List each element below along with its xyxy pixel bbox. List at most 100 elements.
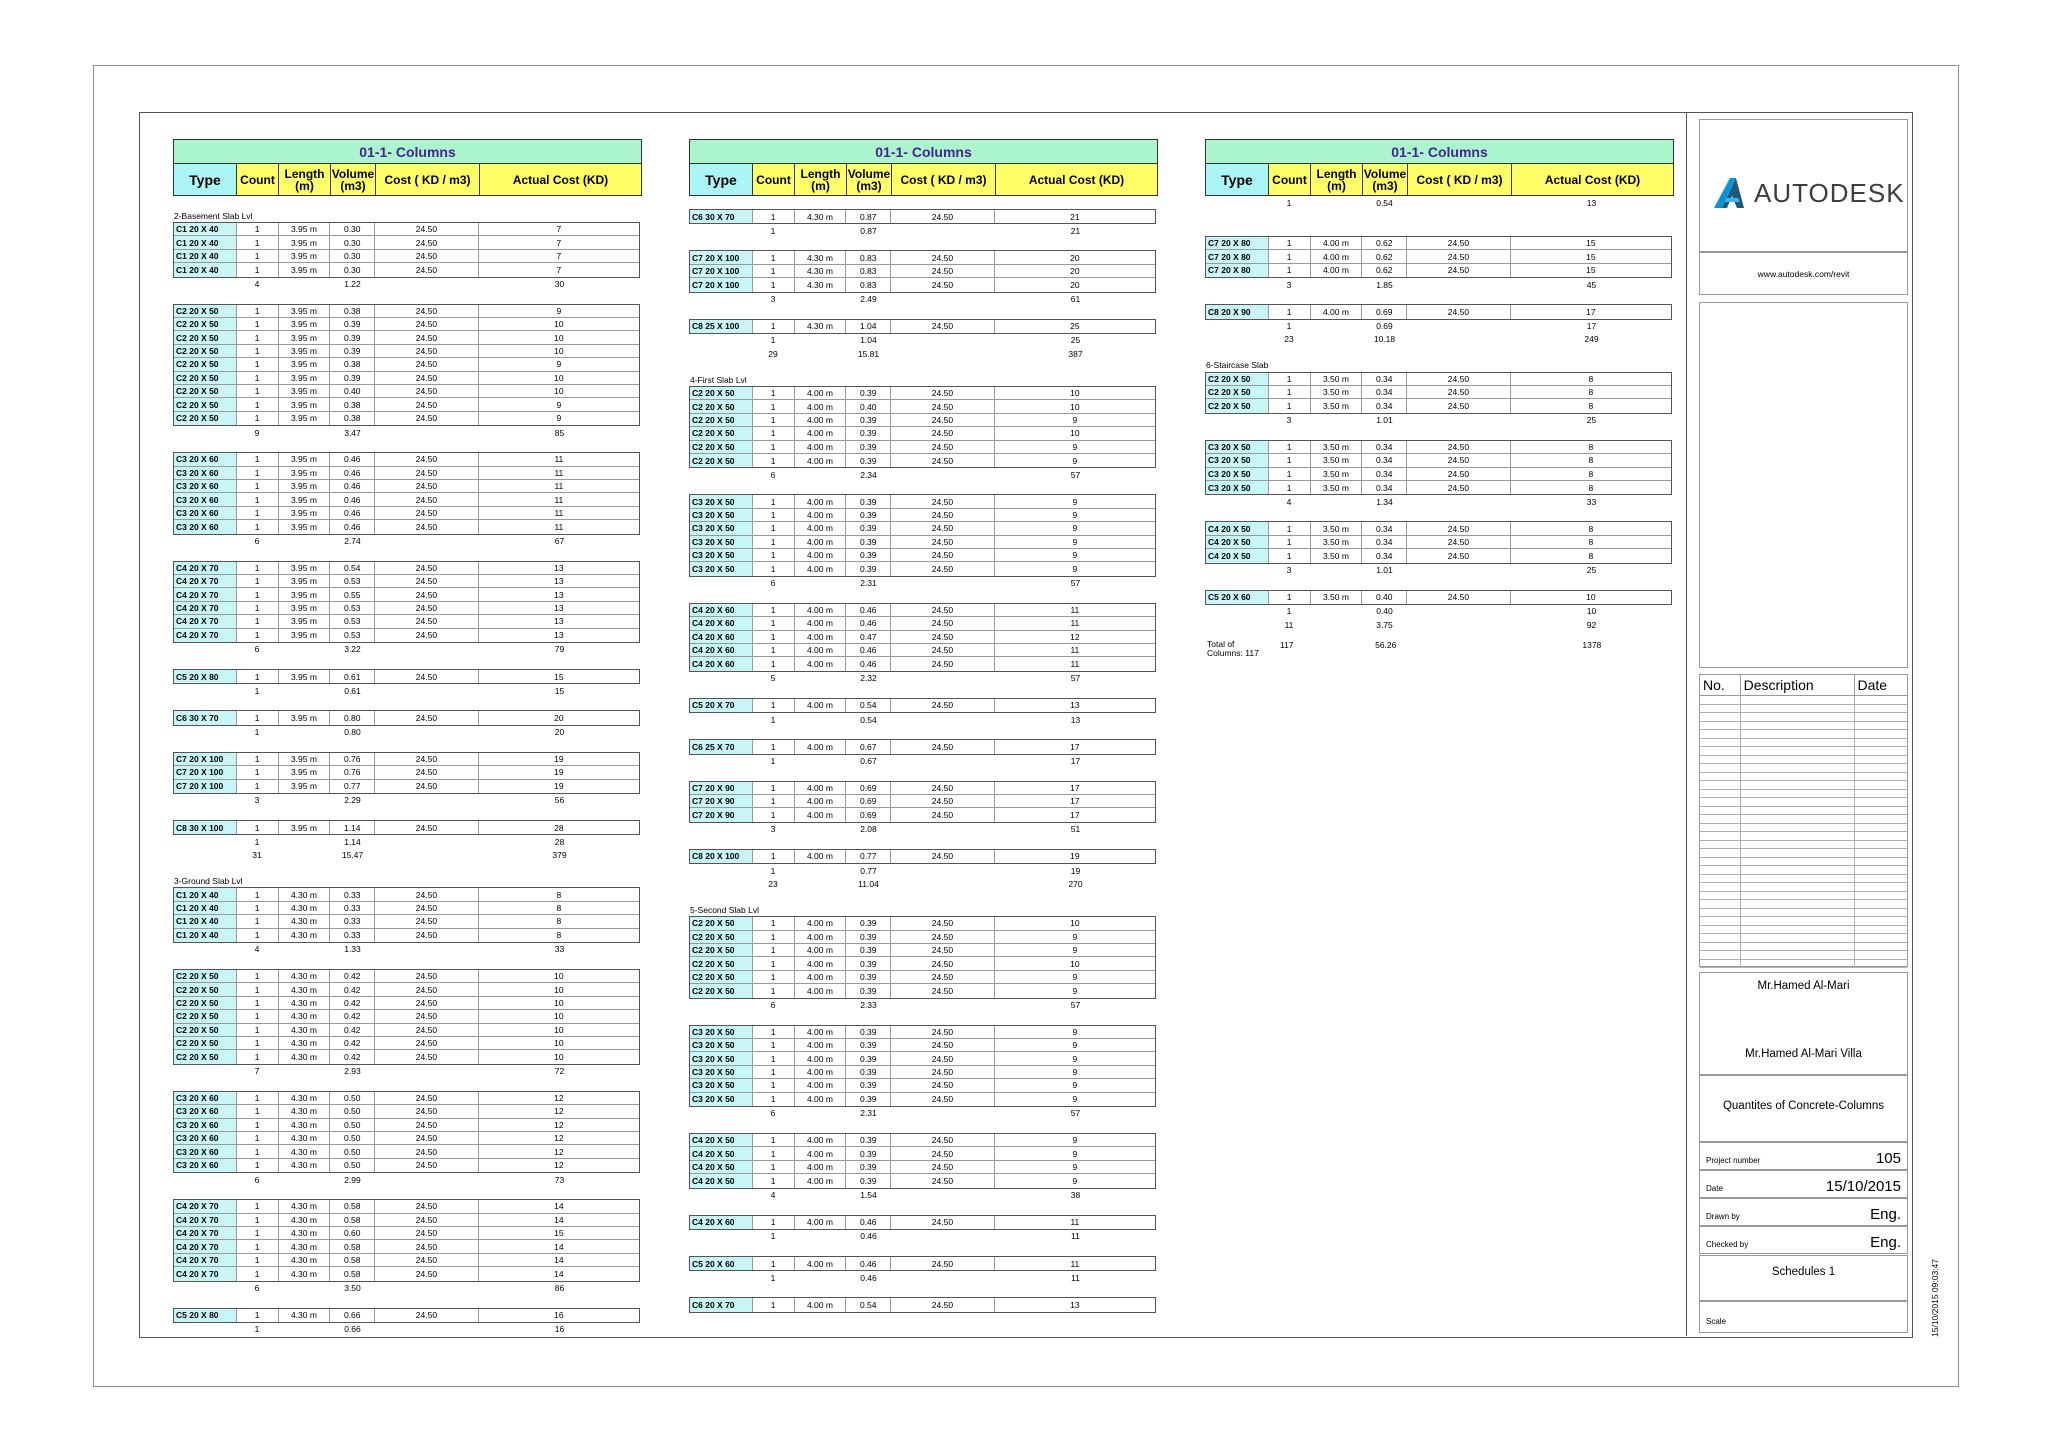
volume-cell: 0.83: [846, 278, 892, 292]
summary-volume: 2.08: [860, 824, 877, 835]
actual-cost-cell: 12: [554, 1092, 564, 1103]
group-rows: C7 20 X 100 1 3.95 m 0.76 24.50 19 C7 20 X 100…: [173, 751, 640, 794]
length-cell: 4.00 m: [795, 1215, 847, 1229]
summary-count: 7: [254, 1066, 260, 1077]
volume-cell: 0.38: [330, 358, 376, 371]
type-cell: C7 20 X 100: [174, 752, 237, 766]
actual-cost-cell: 9: [1072, 455, 1078, 466]
count-cell: 1: [237, 1240, 279, 1253]
volume-cell: 0.77: [846, 849, 892, 864]
checked-by-row: Checked by Eng.: [1699, 1226, 1908, 1254]
length-cell: 4.00 m: [795, 740, 847, 754]
owner-panel: Mr.Hamed Al-Mari Mr.Hamed Al-Mari Villa: [1699, 972, 1908, 1075]
date-row: Date 15/10/2015: [1699, 1170, 1908, 1198]
cost-cell: 24.50: [1407, 372, 1511, 385]
cost-cell: 24.50: [1407, 535, 1511, 549]
volume-cell: 0.33: [330, 888, 376, 901]
volume-cell: 0.34: [1362, 385, 1408, 399]
sheet-number: Schedules 1: [1771, 1266, 1836, 1278]
volume-cell: 0.46: [330, 453, 376, 466]
revision-table: No. Description Date: [1699, 674, 1908, 968]
rev-no-heading: No.: [1700, 675, 1741, 695]
length-cell: 4.00 m: [795, 387, 847, 400]
cost-cell: 24.50: [891, 698, 995, 713]
table-row: C2 20 X 50 1 3.95 m 0.39 24.50 10: [174, 371, 639, 385]
cost-cell: 24.50: [375, 317, 479, 331]
length-cell: 4.00 m: [795, 1079, 847, 1092]
length-cell: 4.00 m: [795, 1065, 847, 1079]
cost-cell: 24.50: [375, 1118, 479, 1131]
summary-count: 6: [254, 1174, 260, 1185]
level-total: 29 15.81 387: [689, 347, 1156, 360]
actual-cost-cell: 9: [1072, 414, 1078, 425]
column-group: C4 20 X 70 1 3.95 m 0.54 24.50 13 C4 20 X 70 1 3…: [173, 560, 640, 656]
length-cell: 3.50 m: [1311, 522, 1363, 535]
cost-cell: 24.50: [375, 1200, 479, 1213]
actual-cost-cell: 9: [1072, 1080, 1078, 1091]
type-cell: C6 30 X 70: [174, 711, 237, 725]
level-label: 6-Staircase Slab: [1206, 360, 1269, 371]
actual-cost-cell: 20: [554, 713, 564, 724]
type-cell: C7 20 X 90: [690, 808, 753, 822]
count-cell: 1: [753, 453, 795, 468]
actual-cost-cell: 12: [554, 1119, 564, 1130]
table-row: C3 20 X 60 1 4.30 m 0.50 24.50 12: [174, 1105, 639, 1119]
actual-cost-cell: 8: [1588, 373, 1594, 384]
count-cell: 1: [237, 779, 279, 793]
group-rows: C8 20 X 100 1 4.00 m 0.77 24.50 19: [689, 848, 1156, 865]
cost-cell: 24.50: [1407, 549, 1511, 563]
group-rows: C7 20 X 80 1 4.00 m 0.62 24.50 15 C7 20 X 80 1 4…: [1205, 236, 1672, 279]
level-total: 23 10.18 249: [1205, 333, 1672, 346]
count-cell: 1: [237, 588, 279, 601]
actual-cost-cell: 10: [554, 971, 564, 982]
volume-cell: 0.46: [330, 479, 376, 493]
table-row: C8 20 X 100 1 4.00 m 0.77 24.50 19: [690, 849, 1155, 864]
actual-cost-cell: 17: [1586, 306, 1596, 317]
count-cell: 1: [237, 344, 279, 358]
type-cell: C2 20 X 50: [690, 453, 753, 468]
actual-cost-cell: 15: [554, 1228, 564, 1239]
date-label: Date: [1706, 1184, 1723, 1193]
cost-cell: 24.50: [375, 331, 479, 344]
type-cell: C3 20 X 60: [174, 1131, 237, 1145]
length-cell: 3.95 m: [279, 317, 331, 331]
length-cell: 3.95 m: [279, 249, 331, 263]
type-cell: C7 20 X 100: [690, 278, 753, 292]
cost-cell: 24.50: [891, 943, 995, 957]
length-cell: 4.30 m: [279, 1050, 331, 1064]
total-cost: 387: [1068, 348, 1083, 359]
table-row: C3 20 X 60 1 3.95 m 0.46 24.50 11: [174, 479, 639, 494]
volume-cell: 0.62: [1362, 237, 1408, 250]
length-cell: 4.30 m: [279, 915, 331, 928]
table-row: C3 20 X 50 1 4.00 m 0.39 24.50 9: [690, 1038, 1155, 1053]
cost-cell: 24.50: [375, 411, 479, 426]
cost-cell: 24.50: [375, 1253, 479, 1267]
type-cell: C4 20 X 70: [174, 1240, 237, 1253]
cost-cell: 24.50: [891, 251, 995, 264]
length-cell: 4.00 m: [795, 943, 847, 957]
table-row: C3 20 X 60 1 4.30 m 0.50 24.50 12: [174, 1091, 639, 1106]
actual-cost-cell: 19: [554, 753, 564, 764]
table-row: C6 25 X 70 1 4.00 m 0.67 24.50 17: [690, 740, 1155, 754]
volume-cell: 0.50: [330, 1105, 376, 1118]
length-cell: 4.30 m: [279, 1308, 331, 1322]
count-cell: 1: [237, 1253, 279, 1267]
volume-cell: 0.39: [846, 1025, 892, 1038]
type-cell: C4 20 X 70: [174, 574, 237, 588]
count-cell: 1: [237, 331, 279, 344]
cost-cell: 24.50: [891, 562, 995, 576]
grand-total-volume: 56.26: [1375, 640, 1397, 650]
table-row: C3 20 X 60 1 3.95 m 0.46 24.50 11: [174, 493, 639, 507]
summary-volume: 1.04: [860, 335, 877, 346]
type-cell: C2 20 X 50: [1206, 399, 1269, 413]
length-cell: 3.95 m: [279, 398, 331, 411]
length-cell: 4.00 m: [795, 1092, 847, 1106]
group-rows: C6 20 X 70 1 4.00 m 0.54 24.50 13: [689, 1297, 1156, 1313]
group-rows: C8 30 X 100 1 3.95 m 1.14 24.50 28: [173, 820, 640, 836]
count-cell: 1: [753, 794, 795, 808]
cost-cell: 24.50: [891, 794, 995, 808]
level-label: 5-Second Slab Lvl: [690, 904, 759, 915]
volume-cell: 0.40: [846, 400, 892, 413]
type-cell: C1 20 X 40: [174, 263, 237, 277]
summary-volume: 2.74: [344, 536, 361, 547]
